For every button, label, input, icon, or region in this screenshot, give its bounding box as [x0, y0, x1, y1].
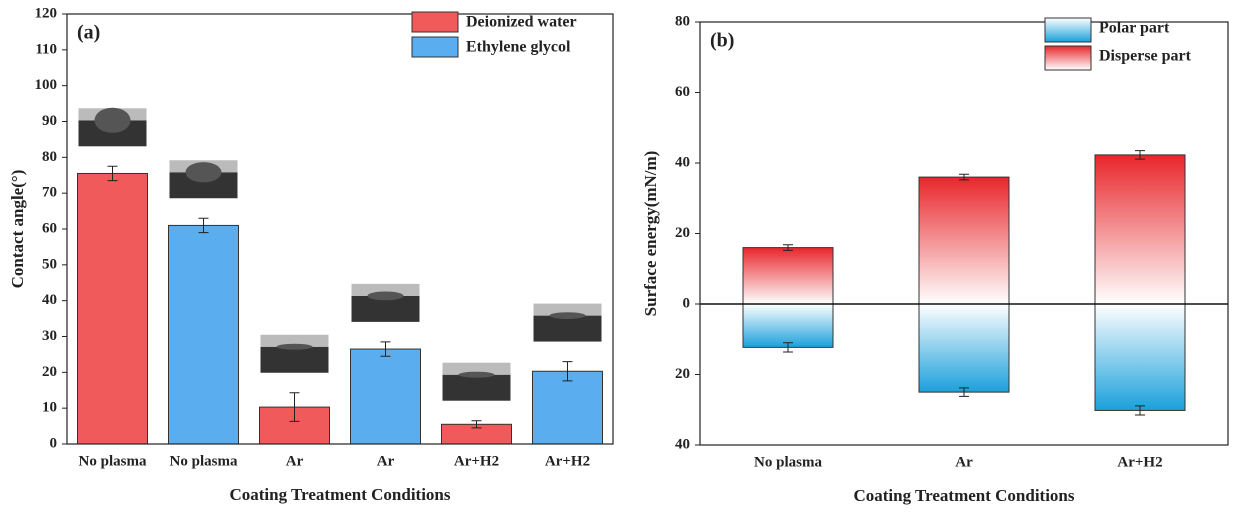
x-axis-label: Coating Treatment Conditions	[853, 486, 1074, 505]
droplet-image	[351, 283, 420, 296]
bar	[1094, 303, 1186, 411]
y-axis-label: Contact angle(°)	[8, 170, 27, 289]
error-bar	[1135, 405, 1145, 416]
y-tick-label: 10	[42, 400, 57, 416]
bar	[350, 348, 421, 445]
x-tick-label: Ar+H2	[454, 453, 499, 469]
error-bar	[289, 392, 300, 422]
bar	[532, 370, 603, 445]
y-tick-label: 20	[675, 366, 690, 382]
plot-frame	[699, 21, 1229, 446]
bar	[168, 224, 239, 445]
legend-label: Disperse part	[1099, 48, 1192, 65]
y-tick-label: 50	[42, 256, 57, 272]
legend-label: Deionized water	[466, 14, 577, 31]
y-tick-label: 80	[675, 13, 690, 29]
x-tick-label: Ar	[955, 454, 973, 470]
bar	[77, 172, 148, 445]
error-bar	[959, 173, 969, 181]
droplet-image	[533, 315, 602, 342]
panel-label: (a)	[77, 22, 100, 44]
bar	[918, 176, 1010, 305]
droplet-image	[533, 303, 602, 316]
legend-swatch	[411, 36, 459, 58]
y-tick-label: 0	[683, 295, 691, 311]
legend-label: Polar part	[1099, 20, 1170, 37]
error-bar	[562, 361, 573, 382]
droplet	[185, 162, 222, 183]
x-axis-label: Coating Treatment Conditions	[229, 485, 450, 504]
legend-swatch	[1044, 17, 1092, 43]
bar	[918, 303, 1010, 393]
bar	[742, 303, 834, 348]
y-tick-label: 0	[50, 435, 58, 451]
y-tick-label: 60	[675, 84, 690, 100]
x-tick-label: Ar+H2	[1117, 454, 1162, 470]
y-tick-label: 30	[42, 328, 57, 344]
droplet-image	[442, 362, 511, 375]
y-axis-label: Surface energy(mN/m)	[641, 151, 660, 317]
y-tick-label: 40	[675, 154, 690, 170]
error-bar	[198, 217, 209, 234]
y-tick-label: 80	[42, 149, 57, 165]
x-tick-label: Ar	[377, 453, 395, 469]
x-tick-label: No plasma	[79, 453, 147, 469]
error-bar	[783, 244, 793, 251]
panel-label: (b)	[710, 30, 734, 52]
droplet-image	[442, 374, 511, 401]
y-tick-label: 120	[35, 5, 58, 21]
error-bar	[783, 342, 793, 353]
x-tick-label: Ar	[286, 453, 304, 469]
droplet	[549, 312, 586, 319]
droplet-image	[260, 334, 329, 347]
x-tick-label: No plasma	[170, 453, 238, 469]
error-bar	[471, 420, 482, 429]
plot-frame	[66, 13, 614, 445]
y-tick-label: 20	[675, 225, 690, 241]
error-bar	[107, 165, 118, 182]
error-bar	[380, 341, 391, 357]
y-tick-label: 110	[35, 41, 57, 57]
droplet	[367, 291, 404, 301]
y-tick-label: 40	[675, 436, 690, 452]
legend-label: Ethylene glycol	[466, 39, 571, 56]
error-bar	[959, 387, 969, 397]
x-tick-label: Ar+H2	[545, 453, 590, 469]
legend-swatch	[411, 11, 459, 33]
y-tick-label: 40	[42, 292, 57, 308]
y-tick-label: 60	[42, 220, 57, 236]
y-tick-label: 90	[42, 113, 57, 129]
bar	[1094, 154, 1186, 305]
droplet	[458, 371, 495, 378]
x-tick-label: No plasma	[754, 454, 822, 470]
droplet-image	[260, 346, 329, 373]
y-tick-label: 70	[42, 185, 57, 201]
bar	[742, 247, 834, 305]
droplet	[276, 343, 313, 350]
error-bar	[1135, 150, 1145, 160]
y-tick-label: 100	[35, 77, 58, 93]
y-tick-label: 20	[42, 364, 57, 380]
droplet	[94, 107, 131, 133]
legend-swatch	[1044, 45, 1092, 71]
